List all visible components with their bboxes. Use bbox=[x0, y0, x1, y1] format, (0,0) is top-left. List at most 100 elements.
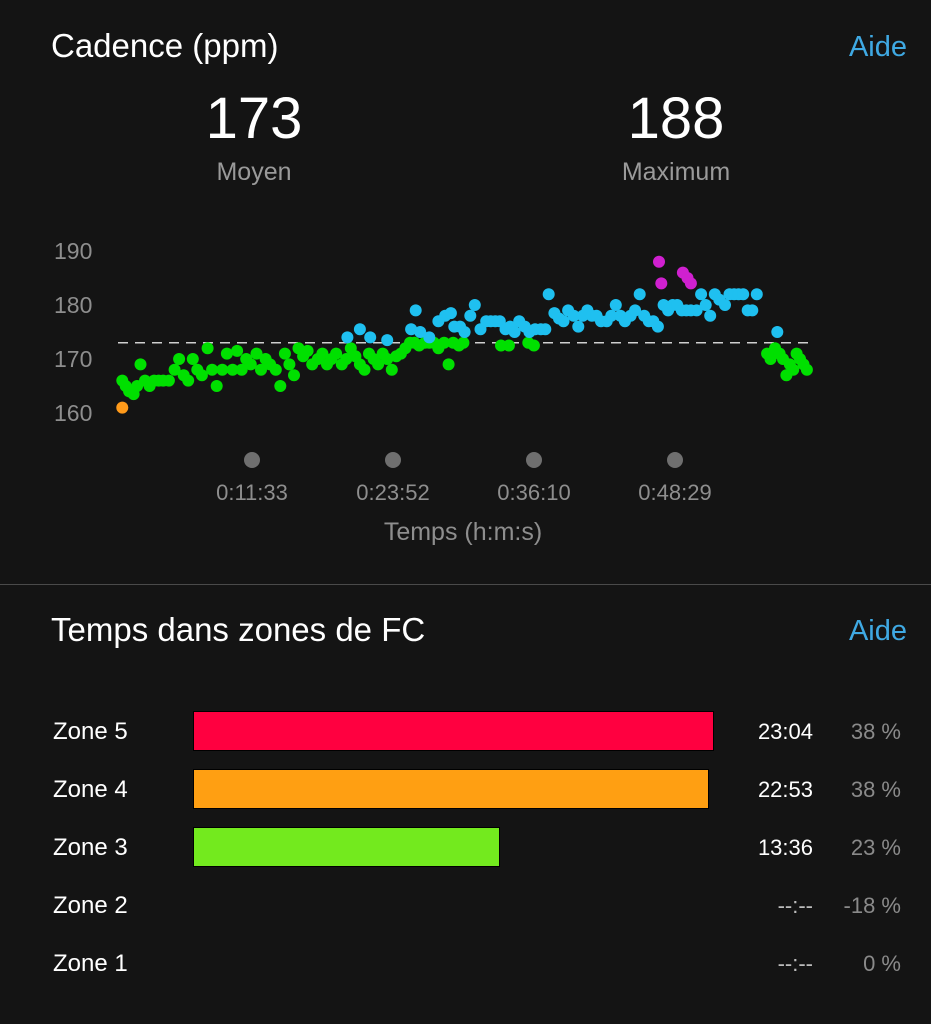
data-point-blue bbox=[414, 326, 427, 338]
data-point-blue bbox=[468, 299, 481, 311]
data-point-blue bbox=[444, 307, 457, 320]
x-axis: 0:11:33 0:23:52 0:36:10 0:48:29 bbox=[216, 452, 712, 505]
cadence-card: Cadence (ppm) Aide 173 Moyen 188 Maximum… bbox=[0, 27, 931, 565]
x-tick-marker[interactable] bbox=[667, 452, 683, 468]
zone-percent: 38 % bbox=[850, 719, 901, 744]
data-point-blue bbox=[633, 288, 646, 301]
data-point-green bbox=[372, 358, 385, 371]
data-point-green bbox=[216, 363, 229, 376]
zone-label: Zone 2 bbox=[53, 892, 128, 919]
data-point-green bbox=[210, 380, 223, 392]
zone-row: Zone 1 --:-- 0 % bbox=[0, 943, 931, 983]
data-point-blue bbox=[771, 326, 784, 338]
zone-time: 22:53 bbox=[757, 777, 813, 802]
zones-help-link[interactable]: Aide bbox=[848, 615, 907, 647]
data-point-green bbox=[787, 363, 800, 376]
data-point-blue bbox=[567, 309, 580, 322]
x-tick-label: 0:36:10 bbox=[497, 480, 570, 505]
data-point-green bbox=[301, 344, 314, 357]
data-point-purple bbox=[655, 277, 668, 290]
y-axis: 190 180 170 160 bbox=[54, 238, 92, 426]
zone-percent: 0 % bbox=[863, 951, 901, 976]
data-point-green bbox=[527, 339, 540, 352]
data-point-purple bbox=[684, 277, 697, 290]
hr-zones-card: Temps dans zones de FC Aide Zone 5 23:04 3… bbox=[0, 585, 931, 1024]
data-point-green bbox=[438, 336, 451, 349]
average-label: Moyen bbox=[216, 158, 292, 186]
data-point-green bbox=[250, 347, 263, 360]
zone-bar bbox=[193, 711, 714, 751]
data-point-green bbox=[186, 353, 199, 365]
data-point-green bbox=[182, 374, 195, 387]
data-point-green bbox=[231, 344, 244, 357]
zone-label: Zone 4 bbox=[53, 776, 128, 803]
data-point-green bbox=[244, 358, 257, 371]
data-point-green bbox=[255, 363, 267, 376]
zone-percent: 38 % bbox=[850, 777, 901, 802]
data-point-green bbox=[274, 380, 287, 392]
x-tick-marker[interactable] bbox=[244, 452, 260, 468]
data-point-blue bbox=[364, 331, 377, 344]
maximum-stat: 188 Maximum bbox=[556, 90, 796, 187]
data-point-green bbox=[381, 353, 394, 365]
data-point-blue bbox=[695, 288, 708, 301]
data-point-green bbox=[457, 336, 470, 349]
zone-label: Zone 3 bbox=[53, 834, 128, 861]
data-point-green bbox=[502, 339, 515, 352]
data-point-blue bbox=[557, 315, 570, 328]
data-point-green bbox=[269, 363, 282, 376]
data-point-blue bbox=[651, 320, 664, 333]
zone-time: 13:36 bbox=[757, 835, 813, 860]
zone-row: Zone 4 22:53 38 % bbox=[0, 769, 931, 809]
data-point-green bbox=[220, 347, 233, 360]
data-point-green bbox=[195, 369, 208, 382]
cadence-help-link[interactable]: Aide bbox=[848, 31, 907, 63]
x-tick-marker[interactable] bbox=[526, 452, 542, 468]
data-point-blue bbox=[405, 323, 418, 336]
data-point-blue bbox=[542, 288, 555, 301]
data-point-blue bbox=[572, 320, 585, 333]
zone-label: Zone 1 bbox=[53, 950, 128, 977]
section-divider bbox=[0, 584, 931, 585]
data-point-blue bbox=[353, 323, 366, 336]
zone-percent: -18 % bbox=[843, 893, 901, 918]
data-point-blue bbox=[409, 304, 422, 317]
cadence-scatter-chart[interactable]: 190 180 170 160 0:11:33 0:23:52 0:36:10 0:48:2… bbox=[0, 225, 931, 565]
zone-percent: 23 % bbox=[850, 835, 901, 860]
zone-row: Zone 3 13:36 23 % bbox=[0, 827, 931, 867]
data-point-green bbox=[340, 353, 353, 365]
x-axis-label: Temps (h:m:s) bbox=[384, 518, 542, 546]
data-point-green bbox=[201, 342, 214, 355]
data-points bbox=[116, 255, 813, 414]
data-point-green bbox=[330, 347, 343, 360]
zone-bar bbox=[193, 769, 709, 809]
data-point-blue bbox=[605, 309, 618, 322]
data-point-green bbox=[316, 347, 329, 360]
data-point-green bbox=[764, 353, 777, 365]
data-point-blue bbox=[381, 334, 394, 347]
data-point-green bbox=[358, 363, 371, 376]
data-point-blue bbox=[464, 309, 477, 322]
average-value: 173 bbox=[205, 86, 303, 151]
y-tick-label: 160 bbox=[54, 400, 92, 426]
x-tick-marker[interactable] bbox=[385, 452, 401, 468]
data-point-green bbox=[168, 363, 181, 376]
zone-row: Zone 2 --:-- -18 % bbox=[0, 885, 931, 925]
data-point-blue bbox=[458, 326, 471, 338]
data-point-blue bbox=[746, 304, 759, 317]
data-point-blue bbox=[719, 299, 731, 311]
x-tick-label: 0:11:33 bbox=[216, 480, 288, 505]
data-point-blue bbox=[690, 304, 703, 317]
y-tick-label: 190 bbox=[54, 238, 92, 264]
zone-bar bbox=[193, 827, 500, 867]
data-point-green bbox=[235, 363, 248, 376]
zones-title: Temps dans zones de FC bbox=[51, 611, 426, 648]
data-point-green bbox=[134, 358, 147, 371]
data-point-blue bbox=[704, 309, 717, 322]
data-point-green bbox=[173, 353, 186, 365]
data-point-blue bbox=[423, 331, 436, 344]
data-point-green bbox=[442, 358, 455, 371]
y-tick-label: 180 bbox=[54, 292, 92, 318]
data-point-blue bbox=[737, 288, 750, 301]
data-point-green bbox=[385, 363, 398, 376]
